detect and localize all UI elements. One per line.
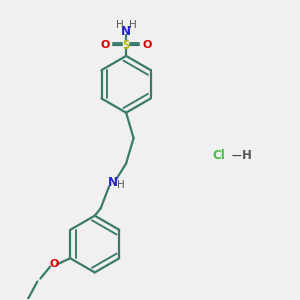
Text: N: N bbox=[108, 176, 118, 189]
Text: Cl: Cl bbox=[212, 149, 225, 163]
Text: S: S bbox=[122, 39, 130, 52]
Text: H: H bbox=[116, 20, 123, 30]
Text: H: H bbox=[129, 20, 136, 30]
Text: O: O bbox=[101, 40, 110, 50]
Text: O: O bbox=[49, 259, 58, 269]
Text: H: H bbox=[242, 149, 252, 163]
Text: N: N bbox=[121, 25, 131, 38]
Text: H: H bbox=[117, 180, 125, 190]
Text: O: O bbox=[142, 40, 152, 50]
Text: −: − bbox=[231, 149, 242, 163]
